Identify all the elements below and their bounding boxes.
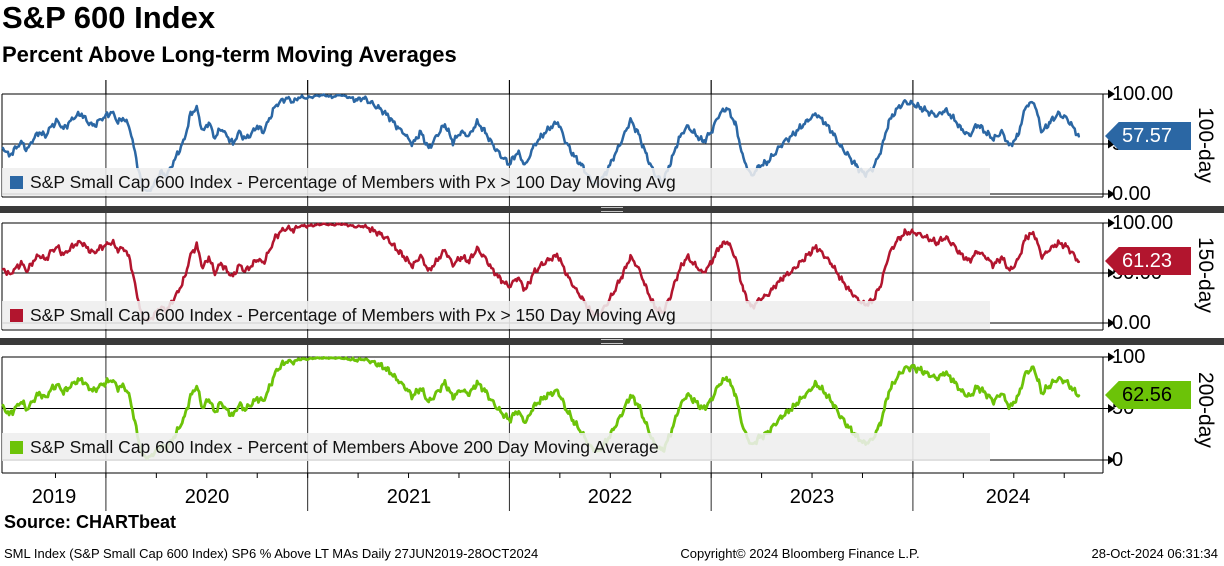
chart-title: S&P 600 Index — [2, 0, 216, 35]
chart-subtitle: Percent Above Long-term Moving Averages — [2, 42, 457, 67]
year-label-2024: 2024 — [985, 486, 1031, 508]
legend-marker-150day — [10, 308, 23, 322]
footer-description: SML Index (S&P Small Cap 600 Index) SP6 … — [4, 546, 539, 561]
value-tag-200day: 62.56 — [1105, 381, 1191, 409]
footer-copyright: Copyright© 2024 Bloomberg Finance L.P. — [680, 546, 920, 561]
panel-resize-handle-2[interactable] — [0, 338, 1224, 345]
year-label-2020: 2020 — [184, 486, 230, 508]
ytick-100day-100: 100.00 — [1112, 83, 1174, 105]
year-label-2022: 2022 — [587, 486, 633, 508]
legend-label-200day: S&P Small Cap 600 Index - Percent of Mem… — [30, 436, 659, 457]
source-label: Source: CHARTbeat — [4, 512, 177, 532]
legend-label-100day: S&P Small Cap 600 Index - Percentage of … — [30, 171, 676, 192]
axis-label-200day: 200-day — [1194, 371, 1217, 448]
drag-grip-icon — [601, 339, 623, 344]
year-label-2019: 2019 — [31, 486, 77, 508]
value-tag-150day: 61.23 — [1105, 247, 1191, 275]
ytick-150day-100: 100.00 — [1112, 212, 1174, 234]
ytick-150day-0: 0.00 — [1112, 312, 1151, 334]
footer-timestamp: 28-Oct-2024 06:31:34 — [1091, 546, 1218, 561]
ytick-200day-100: 100 — [1112, 346, 1146, 368]
year-label-2023: 2023 — [789, 486, 835, 508]
legend-100day[interactable]: S&P Small Cap 600 Index - Percentage of … — [2, 168, 990, 196]
legend-label-150day: S&P Small Cap 600 Index - Percentage of … — [30, 304, 676, 325]
ytick-100day-0: 0.00 — [1112, 183, 1151, 205]
legend-marker-100day — [10, 175, 23, 189]
panel-resize-handle-1[interactable] — [0, 206, 1224, 213]
axis-label-100day: 100-day — [1194, 107, 1217, 183]
year-label-2021: 2021 — [386, 486, 432, 508]
ytick-200day-0: 0 — [1112, 449, 1124, 471]
legend-150day[interactable]: S&P Small Cap 600 Index - Percentage of … — [2, 301, 990, 329]
legend-marker-200day — [10, 440, 23, 454]
axis-label-150day: 150-day — [1194, 237, 1217, 313]
legend-200day[interactable]: S&P Small Cap 600 Index - Percent of Mem… — [2, 433, 990, 461]
value-tag-100day: 57.57 — [1105, 122, 1191, 150]
drag-grip-icon — [601, 207, 623, 212]
